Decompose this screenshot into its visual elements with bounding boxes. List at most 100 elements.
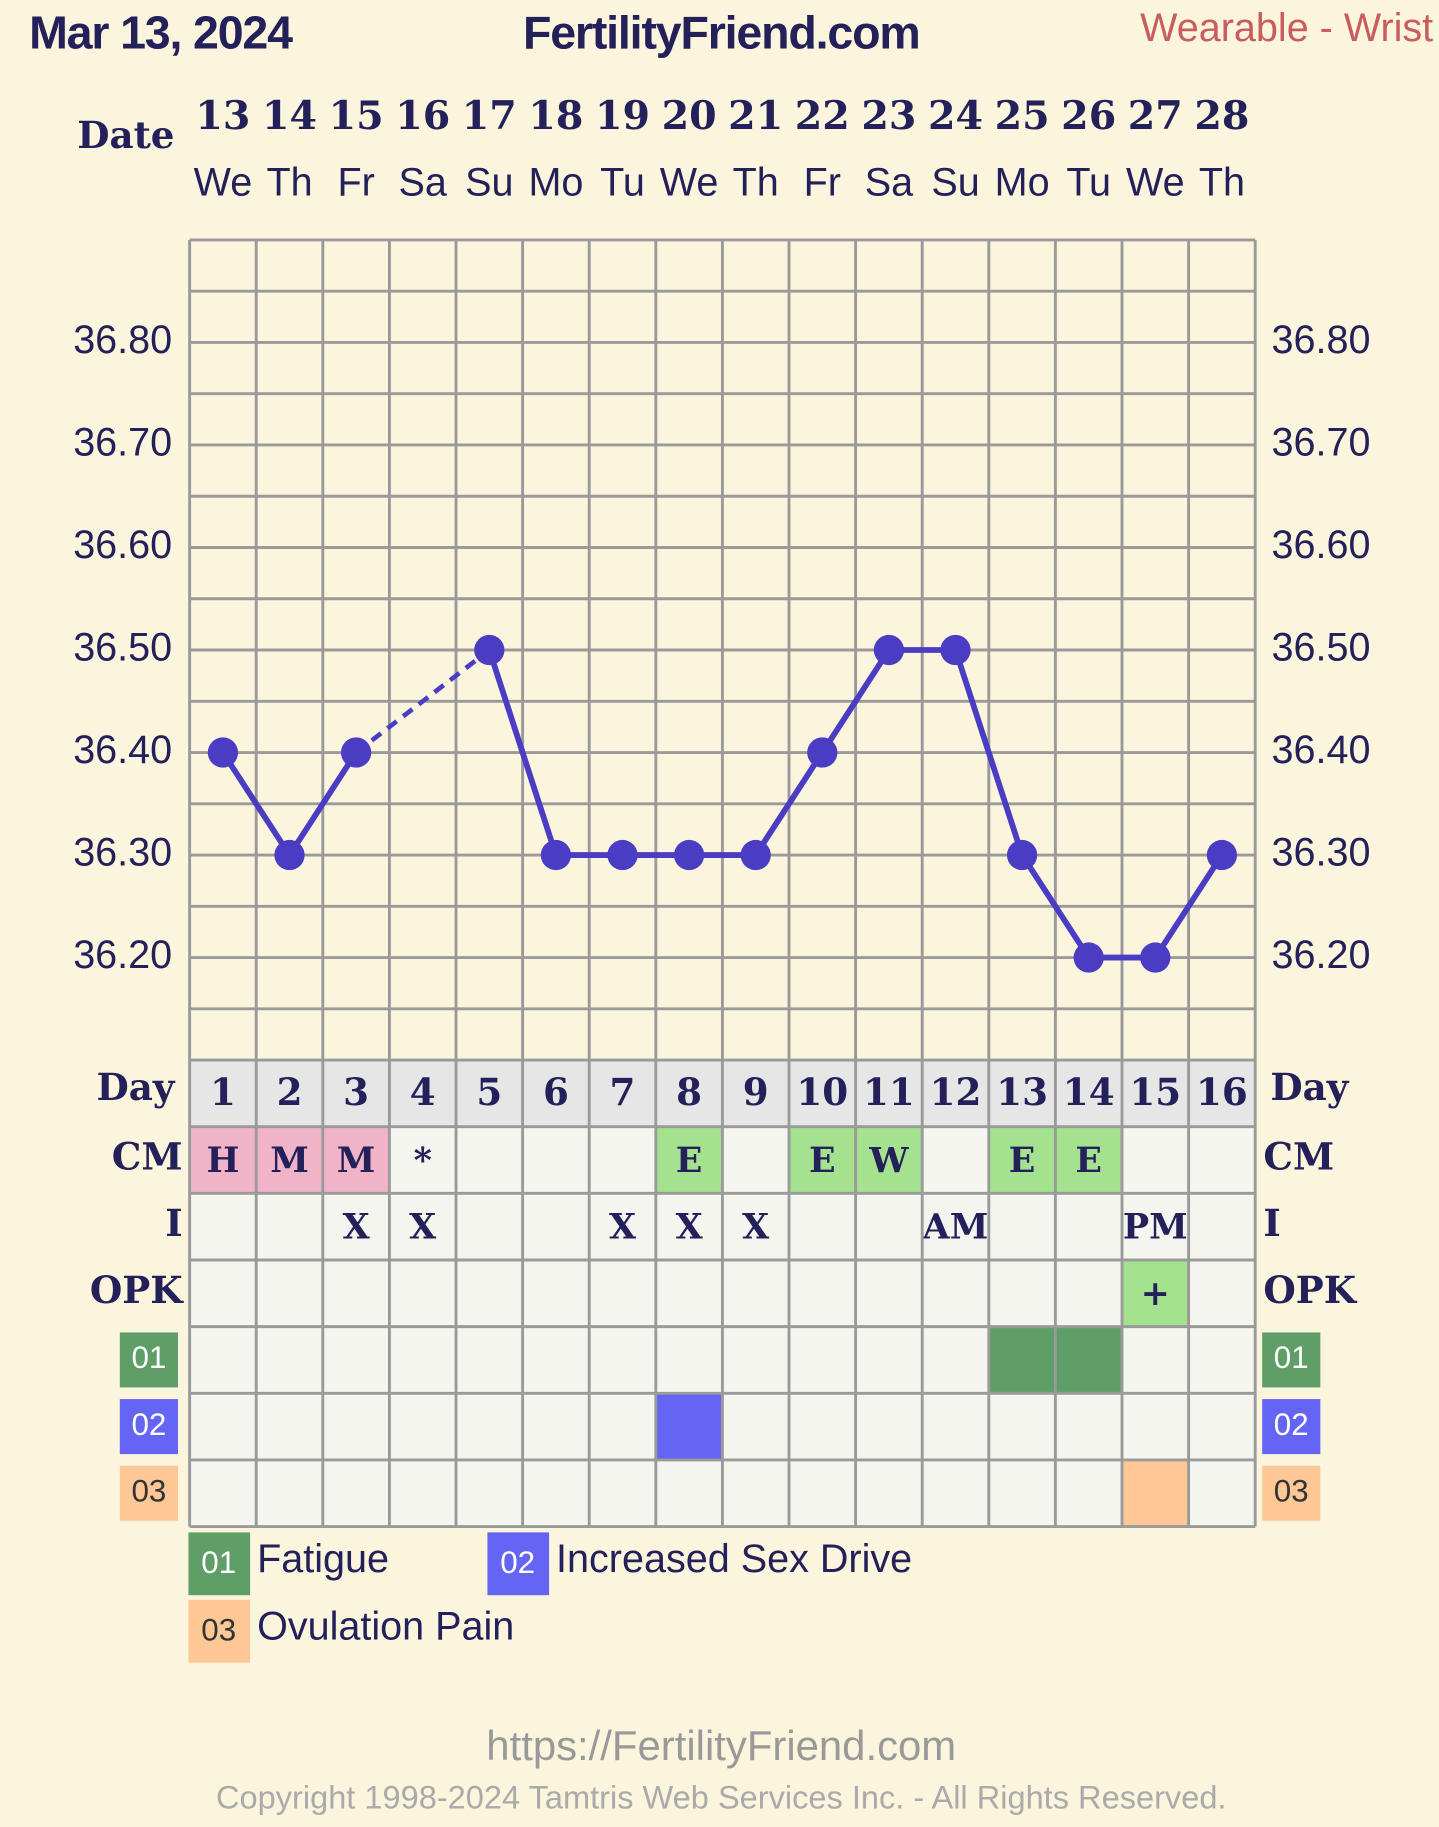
weekday: Fr — [804, 161, 841, 205]
row-label: I — [165, 1201, 182, 1245]
cell-text: M — [270, 1140, 309, 1181]
date: 20 — [662, 93, 717, 139]
cell-fill — [789, 1126, 856, 1194]
weekday: Su — [931, 161, 979, 205]
cycle-day: 2 — [277, 1070, 303, 1114]
cell-text: E — [1009, 1140, 1036, 1181]
y2-tick-label: 36.80 — [1271, 318, 1370, 362]
cell-fill — [256, 1126, 323, 1194]
cell-text: X — [609, 1207, 637, 1248]
copyright: Copyright 1998-2024 Tamtris Web Services… — [216, 1780, 1227, 1816]
temp-point — [274, 839, 305, 871]
cycle-day: 15 — [1129, 1070, 1181, 1114]
date: 15 — [329, 93, 384, 139]
date: 26 — [1061, 93, 1116, 139]
weekday: Th — [266, 161, 312, 205]
cycle-day: 9 — [743, 1070, 769, 1114]
y2-tick-label: 36.20 — [1271, 933, 1370, 977]
weekday: Mo — [995, 161, 1050, 205]
symptom-code-box — [1262, 1332, 1321, 1388]
cell-fill — [189, 1126, 257, 1194]
y2-tick-label: 36.30 — [1271, 830, 1370, 874]
temp-point — [474, 634, 505, 666]
cell-text: X — [343, 1207, 371, 1248]
cell-text: E — [676, 1140, 703, 1181]
temp-point — [740, 839, 771, 871]
date: 18 — [528, 93, 583, 139]
cell-fill — [655, 1126, 723, 1194]
symptom-code: 01 — [131, 1340, 166, 1375]
row-label: I — [1263, 1201, 1280, 1245]
cell-fill — [1122, 1259, 1189, 1327]
cycle-day: 6 — [543, 1070, 569, 1114]
temp-point — [340, 737, 372, 768]
legend-code: 01 — [201, 1545, 236, 1580]
weekday: We — [194, 161, 253, 205]
cell-text: W — [868, 1140, 909, 1181]
temp-point — [940, 634, 971, 666]
cell-text: E — [1075, 1140, 1102, 1181]
weekday: Th — [733, 161, 779, 205]
url: https://FertilityFriend.com — [486, 1722, 956, 1769]
temp-point — [607, 839, 638, 871]
symptom-cell — [988, 1326, 1056, 1394]
temp-point — [873, 634, 905, 666]
cycle-day: 8 — [676, 1070, 702, 1114]
y-tick-label: 36.80 — [73, 318, 172, 362]
date: 17 — [462, 93, 517, 139]
cell-text: X — [409, 1207, 437, 1248]
symptom-code-box — [119, 1465, 178, 1521]
symptom-code: 02 — [131, 1407, 166, 1442]
cell-fill — [988, 1126, 1056, 1194]
y-tick-label: 36.30 — [73, 830, 172, 874]
date: 22 — [795, 93, 850, 139]
weekday: Tu — [1066, 161, 1111, 205]
weekday: Fr — [337, 161, 374, 205]
cycle-day: 3 — [343, 1070, 369, 1114]
date: 14 — [262, 93, 317, 139]
legend-swatch — [188, 1532, 251, 1596]
cycle-day: 11 — [863, 1070, 915, 1114]
temp-point — [207, 737, 239, 768]
cycle-day: 7 — [610, 1070, 636, 1114]
date: 19 — [595, 93, 650, 139]
chart-date: Mar 13, 2024 — [29, 7, 293, 59]
date-label: Date — [77, 113, 174, 157]
symptom-code-box — [119, 1399, 178, 1455]
temp-point — [1140, 942, 1171, 973]
y-tick-label: 36.50 — [73, 625, 172, 669]
weekday: Sa — [399, 161, 447, 205]
cycle-day: 14 — [1063, 1070, 1115, 1114]
date: 21 — [728, 93, 783, 139]
date: 24 — [928, 93, 983, 139]
cycle-day: 13 — [996, 1070, 1048, 1114]
date: 13 — [195, 93, 250, 139]
symptom-code: 02 — [1274, 1407, 1309, 1442]
cell-fill — [855, 1126, 923, 1194]
cell-text: H — [206, 1140, 239, 1181]
weekday: We — [660, 161, 719, 205]
cycle-day: 16 — [1196, 1070, 1248, 1114]
date: 28 — [1194, 93, 1249, 139]
cell-text: M — [337, 1140, 376, 1181]
row-label: CM — [1263, 1135, 1334, 1179]
weekday: Sa — [865, 161, 913, 205]
temp-point — [807, 737, 838, 768]
legend-code: 02 — [500, 1545, 535, 1580]
date: 27 — [1128, 93, 1183, 139]
legend-swatch — [188, 1599, 251, 1663]
day-label: Day — [1270, 1065, 1349, 1109]
day-label: Day — [96, 1065, 175, 1109]
cycle-day: 12 — [930, 1070, 982, 1114]
symptom-code: 03 — [1274, 1474, 1309, 1509]
y2-tick-label: 36.70 — [1271, 420, 1370, 464]
cycle-day: 10 — [796, 1070, 848, 1114]
gap-bridge — [354, 648, 491, 755]
y2-tick-label: 36.50 — [1271, 625, 1370, 669]
y2-tick-label: 36.40 — [1271, 728, 1370, 772]
row-label: OPK — [90, 1268, 184, 1312]
date: 16 — [395, 93, 450, 139]
date: 23 — [861, 93, 916, 139]
cycle-day: 5 — [476, 1070, 502, 1114]
y-tick-label: 36.40 — [73, 728, 172, 772]
